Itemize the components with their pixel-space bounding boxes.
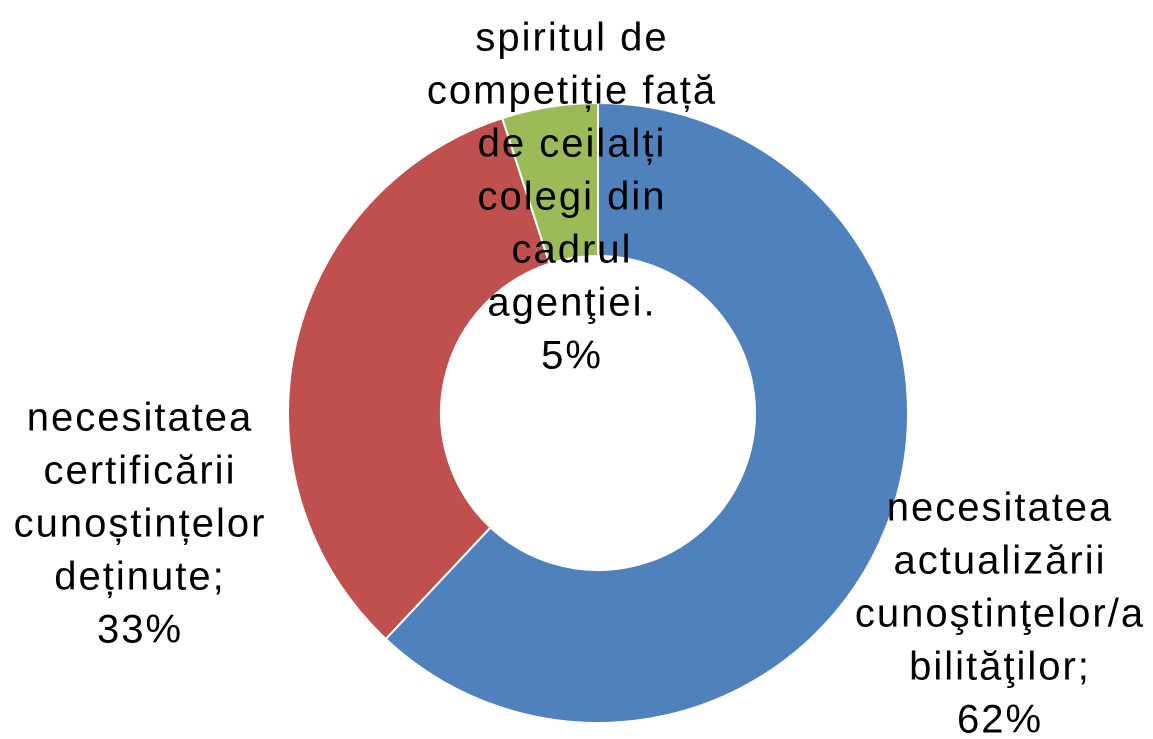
slice-label: colegi din — [477, 175, 666, 219]
slice-value-label: 5% — [541, 334, 603, 378]
slice-value-label: 33% — [97, 608, 183, 652]
donut-slice — [287, 116, 551, 641]
slice-label: necesitatea — [27, 396, 254, 440]
slice-label: bilităţilor; — [909, 645, 1091, 689]
slice-label: spiritul de — [475, 16, 668, 60]
slice-label: agenţiei. — [487, 281, 656, 325]
donut-slice — [384, 101, 909, 724]
slice-label: necesitatea — [887, 486, 1114, 530]
slice-value-label: 62% — [957, 698, 1043, 739]
slice-label: actualizării — [894, 539, 1107, 583]
slice-label: certificării — [44, 449, 237, 493]
slice-label: deținute; — [54, 555, 225, 599]
slice-label: cadrul — [512, 228, 633, 272]
slice-label: cunoștințelor — [14, 502, 267, 546]
donut-slice — [500, 101, 599, 265]
slice-label: competiție față — [427, 69, 717, 113]
slice-label: de ceilalți — [478, 122, 667, 166]
slice-label: cunoştinţelor/a — [855, 592, 1145, 636]
